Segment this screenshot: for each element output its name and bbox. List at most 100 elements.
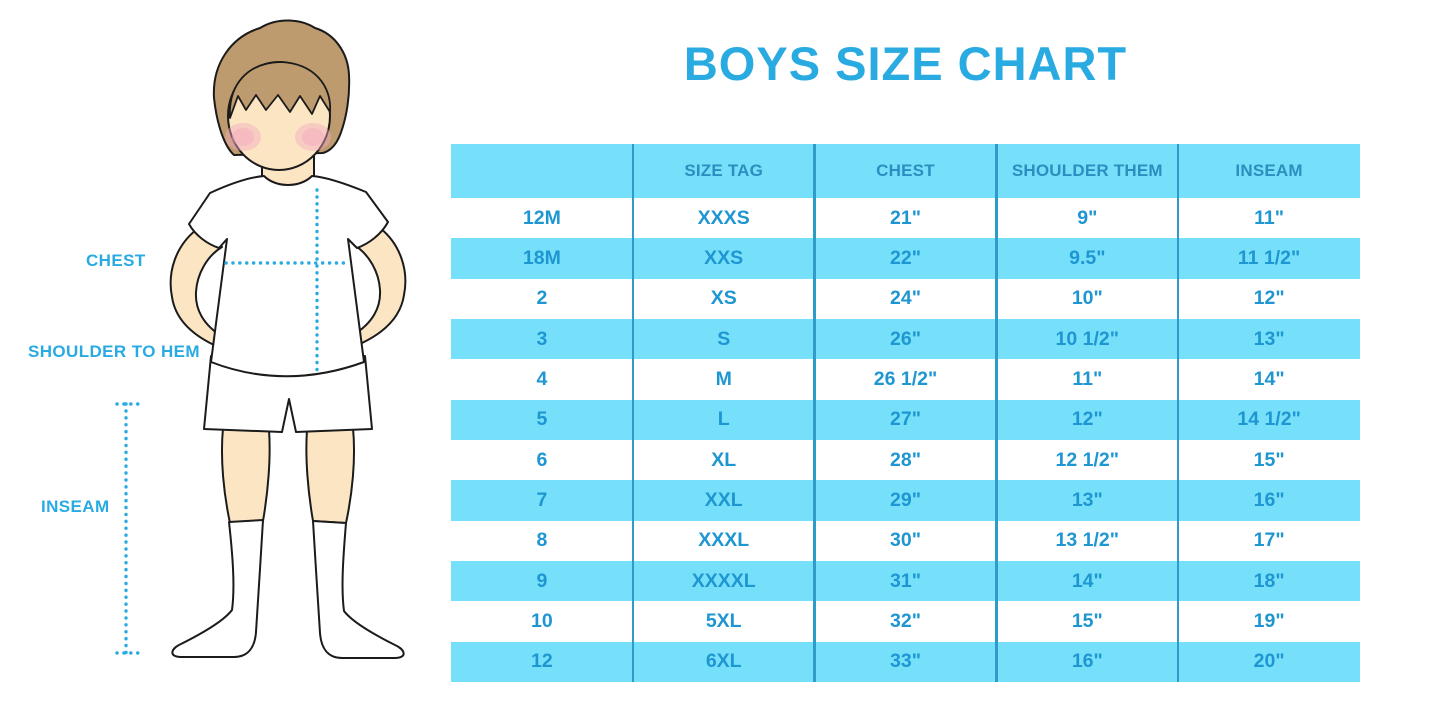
table-row-5: 5 L 27" 12" 14 1/2"	[451, 399, 1360, 440]
size-cell: 8	[536, 529, 548, 552]
size-cell: 6	[536, 448, 548, 471]
size-cell: XS	[710, 287, 737, 310]
size-cell: 10 1/2"	[1055, 327, 1120, 350]
size-cell: 10"	[1071, 287, 1103, 310]
size-cell: 22"	[890, 246, 921, 269]
size-cell: 20"	[1253, 650, 1285, 673]
size-cell: S	[717, 327, 731, 350]
size-cell: 18"	[1253, 569, 1285, 592]
size-cell: 13 1/2"	[1055, 529, 1120, 552]
measurement-dotted-lines	[115, 188, 351, 655]
size-cell: 29"	[890, 488, 921, 511]
size-cell: 5	[536, 408, 548, 431]
size-cell: 26 1/2"	[873, 367, 938, 390]
size-cell: M	[715, 367, 732, 390]
size-cell: 14"	[1071, 569, 1103, 592]
boy-measurement-diagram: CHEST SHOULDER TO HEM INSEAM	[0, 0, 450, 723]
table-row-7: 7 XXL 29" 13" 16"	[451, 480, 1360, 521]
size-cell: 12	[531, 650, 553, 673]
size-cell: XXXXL	[691, 569, 756, 592]
size-cell: 3	[536, 327, 548, 350]
size-cell: XXXS	[697, 206, 750, 229]
left-leg	[221, 427, 271, 524]
size-table-body: 12M XXXS 21" 9" 11" 18M XXS 22" 9.5" 11 1/2" 2 XS 24…	[451, 198, 1360, 682]
size-cell: 21"	[890, 206, 921, 229]
size-cell: 9	[536, 569, 548, 592]
size-cell: 9"	[1077, 206, 1098, 229]
table-row-4: 4 M 26 1/2" 11" 14"	[451, 359, 1360, 399]
t-shirt	[188, 175, 389, 378]
size-cell: 16"	[1071, 650, 1103, 673]
size-cell: 15"	[1253, 448, 1285, 471]
size-cell: 2	[536, 287, 548, 310]
size-cell: 17"	[1253, 529, 1285, 552]
size-cell: 14 1/2"	[1237, 408, 1301, 431]
size-cell: 11"	[1254, 206, 1285, 229]
page-title: BOYS SIZE CHART	[683, 37, 1128, 90]
size-cell: 12M	[522, 206, 561, 229]
shorts	[203, 355, 373, 433]
column-divider	[631, 144, 635, 682]
size-cell: 27"	[890, 408, 921, 431]
size-cell: 11 1/2"	[1237, 246, 1301, 269]
table-row-6: 6 XL 28" 12 1/2" 15"	[451, 440, 1360, 480]
size-cell: 31"	[890, 569, 921, 592]
size-cell: XXL	[704, 488, 743, 511]
hair-fringe	[229, 61, 331, 119]
size-cell: 24"	[890, 287, 921, 310]
size-cell: 6XL	[705, 650, 742, 673]
size-table-header: SIZE TAG CHEST SHOULDER THEM INSEAM	[451, 144, 1360, 198]
header-cell-shoulder-them: SHOULDER THEM	[1011, 161, 1163, 180]
size-cell: 14"	[1253, 367, 1285, 390]
size-cell: XXXL	[698, 529, 750, 552]
right-leg	[305, 427, 355, 524]
size-cell: XXS	[704, 246, 744, 269]
size-cell: 13"	[1071, 488, 1103, 511]
column-divider	[995, 144, 998, 682]
size-cell: 32"	[890, 609, 921, 632]
size-cell: XL	[711, 448, 737, 471]
table-row-12m: 12M XXXS 21" 9" 11"	[451, 198, 1360, 238]
size-cell: 12"	[1071, 408, 1103, 431]
header-cell-size-tag: SIZE TAG	[684, 161, 764, 180]
size-cell: 33"	[890, 650, 921, 673]
header-cell-chest: CHEST	[876, 161, 935, 180]
size-cell: 28"	[890, 448, 921, 471]
size-cell: 12"	[1253, 287, 1285, 310]
size-cell: 4	[536, 367, 548, 390]
size-cell: 30"	[890, 529, 921, 552]
table-row-12: 12 6XL 33" 16" 20"	[451, 641, 1360, 682]
size-cell: 26"	[890, 327, 921, 350]
left-sock	[171, 519, 264, 658]
table-row-10: 10 5XL 32" 15" 19"	[451, 601, 1360, 641]
column-divider	[1176, 144, 1180, 682]
table-row-9: 9 XXXXL 31" 14" 18"	[451, 560, 1360, 602]
size-cell: 5XL	[705, 609, 742, 632]
header-cell-blank	[451, 144, 633, 198]
blush	[225, 123, 331, 151]
size-table: SIZE TAG CHEST SHOULDER THEM INSEAM 12M XXXS…	[451, 144, 1360, 682]
boy-illustration	[115, 19, 407, 659]
table-row-8: 8 XXXL 30" 13 1/2" 17"	[451, 521, 1360, 561]
size-cell: 18M	[522, 246, 561, 269]
size-cell: 12 1/2"	[1055, 448, 1120, 471]
size-cell: 19"	[1253, 609, 1285, 632]
size-cell: L	[717, 408, 730, 431]
size-cell: 9.5"	[1069, 246, 1106, 269]
size-cell: 11"	[1072, 367, 1103, 390]
inseam-label: INSEAM	[41, 497, 110, 516]
column-divider	[813, 144, 816, 682]
size-cell: 15"	[1071, 609, 1103, 632]
size-cell: 13"	[1253, 327, 1285, 350]
shoulder-to-hem-label: SHOULDER TO HEM	[28, 342, 200, 361]
size-cell: 10	[531, 609, 553, 632]
chest-label: CHEST	[86, 251, 146, 270]
size-cell: 16"	[1253, 488, 1285, 511]
size-cell: 7	[536, 488, 548, 511]
header-cell-inseam: INSEAM	[1235, 161, 1303, 180]
right-sock	[312, 520, 405, 659]
table-row-3: 3 S 26" 10 1/2" 13"	[451, 318, 1360, 360]
table-row-2: 2 XS 24" 10" 12"	[451, 279, 1360, 319]
table-row-18m: 18M XXS 22" 9.5" 11 1/2"	[451, 238, 1360, 279]
